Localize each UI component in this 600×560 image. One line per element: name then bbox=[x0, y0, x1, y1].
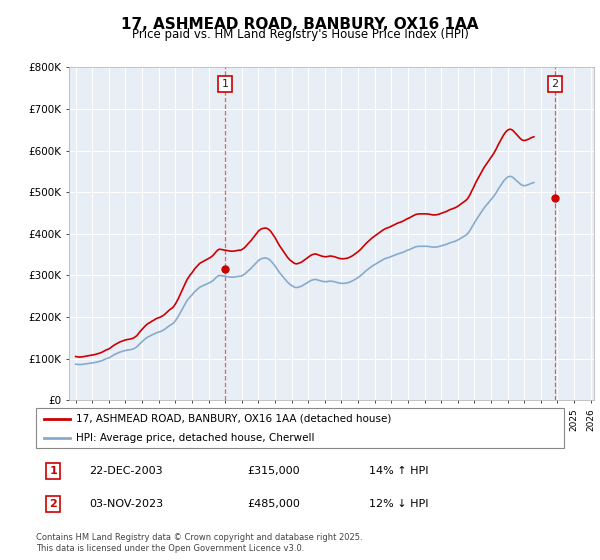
Text: Contains HM Land Registry data © Crown copyright and database right 2025.
This d: Contains HM Land Registry data © Crown c… bbox=[36, 533, 362, 553]
Text: £485,000: £485,000 bbox=[247, 499, 300, 509]
Text: 1: 1 bbox=[49, 466, 57, 476]
Text: £315,000: £315,000 bbox=[247, 466, 300, 476]
Text: 22-DEC-2003: 22-DEC-2003 bbox=[89, 466, 163, 476]
Text: 03-NOV-2023: 03-NOV-2023 bbox=[89, 499, 163, 509]
Text: 2: 2 bbox=[49, 499, 57, 509]
Text: 17, ASHMEAD ROAD, BANBURY, OX16 1AA (detached house): 17, ASHMEAD ROAD, BANBURY, OX16 1AA (det… bbox=[76, 414, 391, 424]
Text: HPI: Average price, detached house, Cherwell: HPI: Average price, detached house, Cher… bbox=[76, 433, 314, 443]
Text: 2: 2 bbox=[551, 79, 559, 89]
Text: 17, ASHMEAD ROAD, BANBURY, OX16 1AA: 17, ASHMEAD ROAD, BANBURY, OX16 1AA bbox=[121, 17, 479, 32]
Text: 14% ↑ HPI: 14% ↑ HPI bbox=[368, 466, 428, 476]
Text: 1: 1 bbox=[221, 79, 229, 89]
Text: Price paid vs. HM Land Registry's House Price Index (HPI): Price paid vs. HM Land Registry's House … bbox=[131, 28, 469, 41]
Text: 12% ↓ HPI: 12% ↓ HPI bbox=[368, 499, 428, 509]
